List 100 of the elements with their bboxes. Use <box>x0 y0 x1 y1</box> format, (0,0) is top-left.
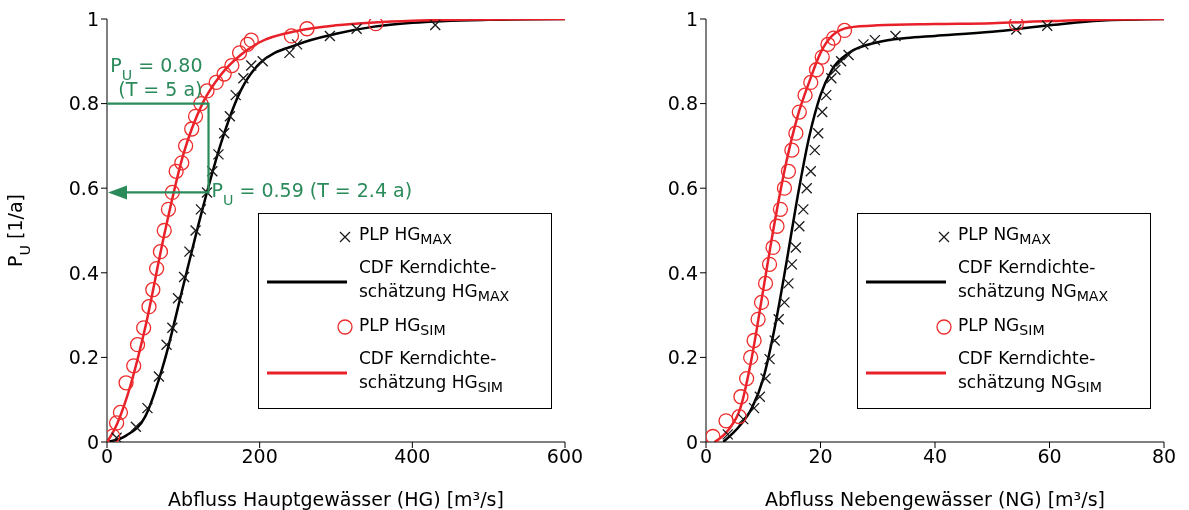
legend-label: PLP HG$_{MAX}$ <box>359 223 452 250</box>
point <box>820 89 832 101</box>
point <box>368 19 384 32</box>
point <box>809 144 821 156</box>
point <box>230 89 242 101</box>
point <box>786 258 798 270</box>
point <box>324 30 336 42</box>
point <box>797 87 813 103</box>
y-tick-label: 0.6 <box>667 176 698 199</box>
point <box>731 408 747 425</box>
y-tick-label: 0 <box>86 430 99 453</box>
x-tick-label: 400 <box>394 445 431 468</box>
point <box>780 163 797 179</box>
point <box>722 428 734 441</box>
point <box>201 186 213 199</box>
point <box>706 428 721 442</box>
point <box>218 127 230 139</box>
point <box>135 320 152 336</box>
point <box>153 370 165 383</box>
annotation: P$_{U}$ = 0.80 (T = 5 a) <box>110 53 203 100</box>
x-tick-label: 80 <box>1151 445 1177 468</box>
x-tick-label: 0 <box>699 445 713 468</box>
point <box>350 23 363 35</box>
point <box>773 313 785 325</box>
point <box>160 201 177 217</box>
point <box>778 296 791 309</box>
point <box>797 203 809 215</box>
point <box>108 415 125 431</box>
point <box>118 375 134 391</box>
point <box>842 49 855 61</box>
point <box>782 277 795 290</box>
point <box>243 32 259 48</box>
point <box>772 201 789 217</box>
point <box>107 428 121 442</box>
point <box>769 218 785 234</box>
x-tick-label: 200 <box>241 445 278 468</box>
point <box>829 64 842 76</box>
x-axis-title: Abfluss Nebengewässer (NG) [m³/s] <box>765 488 1105 510</box>
point <box>889 30 902 42</box>
point <box>429 19 441 31</box>
legend-label: CDF Kerndichte-schätzung NG$_{MAX}$ <box>958 256 1109 307</box>
point <box>168 163 184 179</box>
point <box>126 358 142 374</box>
point <box>739 370 755 387</box>
point <box>776 180 793 196</box>
point <box>216 66 232 82</box>
legend-label: CDF Kerndichte-schätzung HG$_{MAX}$ <box>359 256 510 307</box>
point <box>141 402 154 414</box>
point <box>765 239 781 256</box>
point <box>208 74 224 91</box>
point <box>757 275 774 292</box>
point <box>1008 19 1024 32</box>
point <box>748 402 760 414</box>
point <box>814 49 830 65</box>
y-tick-label: 0.8 <box>68 92 99 115</box>
point <box>112 404 129 421</box>
point <box>754 391 766 403</box>
y-tick-label: 0.2 <box>667 346 698 369</box>
point <box>245 59 257 72</box>
x-tick-label: 600 <box>546 445 584 468</box>
point <box>110 432 123 442</box>
point <box>836 22 853 39</box>
point <box>183 246 196 258</box>
point <box>801 182 813 194</box>
point <box>174 155 190 171</box>
point <box>257 55 269 67</box>
point <box>826 30 842 46</box>
point <box>1010 23 1022 36</box>
point <box>857 38 870 51</box>
point <box>239 36 256 53</box>
point <box>237 72 250 84</box>
point <box>212 148 225 161</box>
point <box>820 36 836 53</box>
point <box>172 292 184 304</box>
point <box>178 271 190 283</box>
point <box>299 21 315 37</box>
point <box>869 34 881 46</box>
legend-label: CDF Kerndichte-schätzung NG$_{SIM}$ <box>958 347 1102 398</box>
y-tick-label: 0.4 <box>68 261 99 284</box>
point <box>130 421 142 433</box>
point <box>737 413 749 425</box>
point <box>746 332 762 349</box>
legend-label: PLP NG$_{SIM}$ <box>958 313 1045 341</box>
point <box>812 127 824 139</box>
annotation: P$_{U}$ = 0.59 (T = 2.4 a) <box>211 179 413 209</box>
point <box>825 72 838 84</box>
point <box>224 57 240 74</box>
point <box>129 337 146 353</box>
x-tick-label: 0 <box>100 445 114 468</box>
point <box>195 203 207 215</box>
point <box>184 121 200 137</box>
point <box>160 339 173 351</box>
point <box>283 47 296 59</box>
point <box>1041 20 1053 32</box>
point <box>283 28 300 44</box>
point <box>808 62 825 78</box>
point <box>166 322 178 334</box>
legend-label: PLP HG$_{SIM}$ <box>359 313 446 341</box>
point <box>224 110 236 122</box>
point <box>148 260 165 277</box>
